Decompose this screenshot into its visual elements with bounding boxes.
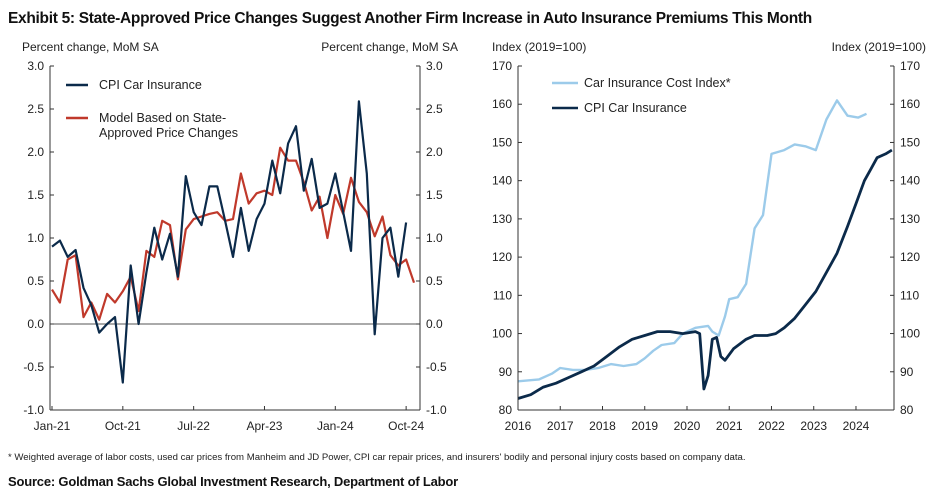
ytick-label-right: 120 <box>900 250 920 264</box>
source-line: Source: Goldman Sachs Global Investment … <box>8 474 458 489</box>
ytick-label-right: 150 <box>900 135 920 149</box>
ytick-label-right: 170 <box>900 59 920 73</box>
right-xticks: 2016 2017 2018 2019 2020 2021 2022 2023 2024 <box>505 406 870 433</box>
series-line-car-insurance-cost-index <box>517 99 867 383</box>
left-chart: Percent change, MoM SA Percent change, M… <box>22 40 458 433</box>
right-series <box>517 99 893 400</box>
ytick-label-left: 120 <box>492 250 512 264</box>
ytick-label-left: 1.0 <box>27 231 44 245</box>
ytick-label-right: -0.5 <box>426 360 447 374</box>
ytick-label-left: -0.5 <box>23 360 44 374</box>
ytick-label-left: 140 <box>492 174 512 188</box>
ytick-label-left: 160 <box>492 97 512 111</box>
legend-car-insurance-cost-index: Car Insurance Cost Index* <box>584 76 731 90</box>
ytick-label-left: 100 <box>492 327 512 341</box>
xtick-label: Oct-21 <box>105 419 141 433</box>
left-ylabel-right: Percent change, MoM SA <box>321 40 458 54</box>
series-line-model-state-approved <box>51 146 416 321</box>
right-yticks-right: 170 160 150 140 130 120 110 100 90 80 <box>890 59 920 417</box>
right-legend: Car Insurance Cost Index* CPI Car Insura… <box>552 76 731 115</box>
ytick-label-left: 80 <box>499 403 513 417</box>
series-line-cpi-car-insurance <box>517 148 893 400</box>
ytick-label-right: 0.5 <box>426 274 443 288</box>
right-ylabel-right: Index (2019=100) <box>832 40 926 54</box>
left-legend: CPI Car Insurance Model Based on State-A… <box>66 78 238 140</box>
ytick-label-left: 170 <box>492 59 512 73</box>
left-xticks: Jan-21 Oct-21 Jul-22 Apr-23 Jan-24 Oct-24 <box>34 406 424 433</box>
legend-line-2: Approved Price Changes <box>99 126 238 140</box>
ytick-label-right: 3.0 <box>426 59 443 73</box>
ytick-label-left: 1.5 <box>27 188 44 202</box>
xtick-label: 2016 <box>505 419 532 433</box>
footnote: * Weighted average of labor costs, used … <box>8 452 746 463</box>
left-yticks-right: 3.0 2.5 2.0 1.5 1.0 0.5 0.0 -0.5 -1.0 <box>416 59 447 417</box>
right-ylabel-left: Index (2019=100) <box>492 40 586 54</box>
xtick-label: 2020 <box>674 419 701 433</box>
ytick-label-right: 90 <box>900 365 914 379</box>
ytick-label-right: 1.0 <box>426 231 443 245</box>
xtick-label: Jan-24 <box>317 419 354 433</box>
ytick-label-left: 3.0 <box>27 59 44 73</box>
ytick-label-right: 80 <box>900 403 914 417</box>
right-chart: Index (2019=100) Index (2019=100) 170 160… <box>492 40 926 433</box>
xtick-label: 2019 <box>631 419 658 433</box>
xtick-label: Oct-24 <box>388 419 424 433</box>
xtick-label: 2018 <box>589 419 616 433</box>
left-ylabel-left: Percent change, MoM SA <box>22 40 159 54</box>
xtick-label: 2022 <box>758 419 785 433</box>
xtick-label: Jul-22 <box>177 419 210 433</box>
ytick-label-left: 2.0 <box>27 145 44 159</box>
right-chart-panel: Index (2019=100) Index (2019=100) 170 160… <box>474 38 944 438</box>
series-line-cpi-car-insurance <box>51 100 408 384</box>
ytick-label-left: 110 <box>493 288 512 302</box>
left-series <box>51 100 416 384</box>
ytick-label-right: 140 <box>900 174 920 188</box>
xtick-label: Apr-23 <box>246 419 282 433</box>
ytick-label-left: 2.5 <box>27 102 44 116</box>
ytick-label-right: 100 <box>900 327 920 341</box>
ytick-label-left: 150 <box>492 135 512 149</box>
ytick-label-right: 2.5 <box>426 102 443 116</box>
right-yticks-left: 170 160 150 140 130 120 110 100 90 80 <box>492 59 522 417</box>
legend-line-1: Model Based on State- <box>99 111 226 125</box>
ytick-label-right: 130 <box>900 212 920 226</box>
legend-cpi-car-insurance: CPI Car Insurance <box>99 78 202 92</box>
ytick-label-right: 2.0 <box>426 145 443 159</box>
ytick-label-left: 0.0 <box>27 317 44 331</box>
ytick-label-right: 110 <box>900 288 919 302</box>
ytick-label-left: 0.5 <box>27 274 44 288</box>
xtick-label: 2017 <box>547 419 574 433</box>
ytick-label-left: 130 <box>492 212 512 226</box>
ytick-label-right: -1.0 <box>426 403 447 417</box>
left-chart-panel: Percent change, MoM SA Percent change, M… <box>0 38 470 438</box>
chart-title: Exhibit 5: State-Approved Price Changes … <box>8 10 812 27</box>
ytick-label-right: 160 <box>900 97 920 111</box>
xtick-label: 2024 <box>843 419 870 433</box>
legend-cpi-car-insurance-right: CPI Car Insurance <box>584 101 687 115</box>
xtick-label: 2021 <box>716 419 743 433</box>
ytick-label-right: 0.0 <box>426 317 443 331</box>
xtick-label: Jan-21 <box>34 419 71 433</box>
left-yticks-left: 3.0 2.5 2.0 1.5 1.0 0.5 0.0 -0.5 -1.0 <box>23 59 54 417</box>
xtick-label: 2023 <box>800 419 827 433</box>
ytick-label-left: 90 <box>499 365 513 379</box>
legend-model-state-approved: Model Based on State-Approved Price Chan… <box>99 111 238 140</box>
ytick-label-right: 1.5 <box>426 188 443 202</box>
ytick-label-left: -1.0 <box>23 403 44 417</box>
